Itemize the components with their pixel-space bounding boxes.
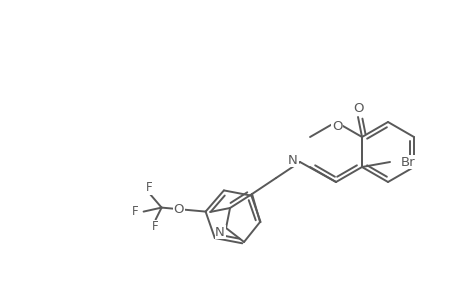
Text: O: O	[331, 119, 341, 133]
Text: O: O	[352, 103, 363, 116]
Text: Br: Br	[400, 155, 415, 169]
Text: O: O	[173, 203, 184, 216]
Text: N: N	[215, 226, 224, 238]
Text: F: F	[146, 181, 152, 194]
Text: N: N	[287, 154, 297, 166]
Text: F: F	[152, 220, 158, 233]
Text: F: F	[132, 205, 139, 218]
